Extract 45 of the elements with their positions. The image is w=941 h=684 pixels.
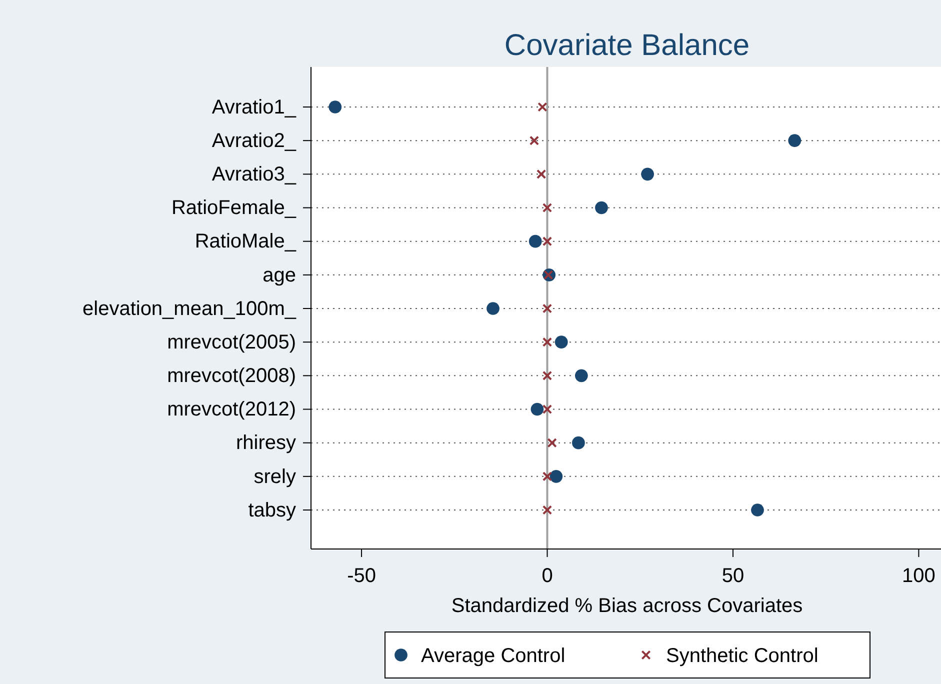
point [536, 169, 546, 179]
point [641, 168, 654, 181]
y-tick-label: elevation_mean_100m_ [82, 298, 297, 320]
y-tick-label: srely [254, 466, 296, 488]
point [547, 438, 557, 448]
chart-title: Covariate Balance [504, 29, 750, 62]
y-tick-label: Avratio1_ [212, 96, 297, 118]
point [529, 136, 540, 146]
y-tick-label: mrevcot(2012) [167, 398, 296, 421]
point [542, 505, 552, 515]
x-tick-label: -50 [347, 565, 376, 587]
point [538, 102, 548, 112]
y-tick-label: RatioMale_ [194, 230, 297, 253]
y-tick-label: Avratio3_ [212, 164, 297, 186]
y-tick-label: tabsy [248, 499, 296, 522]
point [530, 402, 544, 416]
point [788, 134, 802, 148]
point [528, 234, 542, 248]
y-tick-label: mrevcot(2008) [167, 365, 296, 388]
point [486, 302, 500, 315]
point [550, 470, 563, 483]
x-tick-label: 0 [542, 565, 553, 587]
x-tick-label: 50 [722, 565, 744, 587]
point [328, 100, 342, 114]
y-tick-label: RatioFemale_ [171, 197, 297, 220]
y-tick-label: rhiresy [236, 432, 296, 454]
point [554, 336, 568, 349]
y-tick-label: age [262, 264, 296, 286]
point [542, 337, 552, 347]
point [595, 201, 608, 214]
legend-label: Average Control [421, 645, 566, 667]
point [751, 504, 764, 516]
point [542, 404, 552, 414]
point [542, 304, 552, 314]
point [542, 202, 552, 213]
point [542, 370, 552, 380]
y-tick-label: mrevcot(2005) [167, 331, 296, 354]
point [574, 369, 588, 382]
point [572, 436, 585, 450]
point [542, 236, 552, 246]
point [542, 472, 552, 482]
x-axis-title: Standardized % Bias across Covariates [451, 595, 803, 617]
x-tick-label: 100 [902, 565, 936, 587]
legend-label: Synthetic Control [666, 645, 818, 667]
y-tick-label: Avratio2_ [212, 130, 297, 152]
